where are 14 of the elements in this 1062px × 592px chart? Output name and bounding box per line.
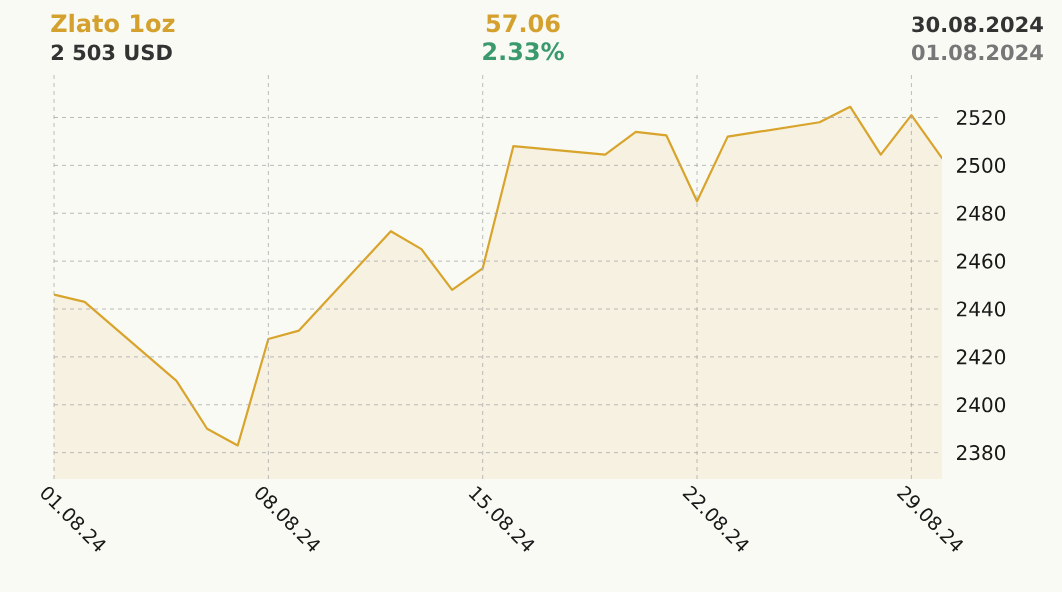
chart-subtitle: 2 503 USD — [51, 44, 172, 61]
chart-title: Zlato 1oz — [51, 13, 175, 33]
y-tick-label: 2420 — [957, 349, 1006, 365]
text: 2.33% — [483, 42, 564, 61]
text: 30.08.2024 — [912, 16, 1043, 33]
text: 01.08.2024 — [911, 44, 1043, 61]
y-tick-label: 2400 — [957, 397, 1006, 413]
y-tick-label: 2460 — [957, 253, 1006, 269]
y-tick-label: 2480 — [957, 205, 1006, 221]
y-tick-label: 2380 — [957, 445, 1006, 461]
y-tick-label: 2520 — [957, 109, 1006, 126]
y-tick-label: 2500 — [957, 157, 1006, 173]
y-tick-label: 2440 — [957, 301, 1006, 317]
text: 57.06 — [486, 14, 560, 33]
